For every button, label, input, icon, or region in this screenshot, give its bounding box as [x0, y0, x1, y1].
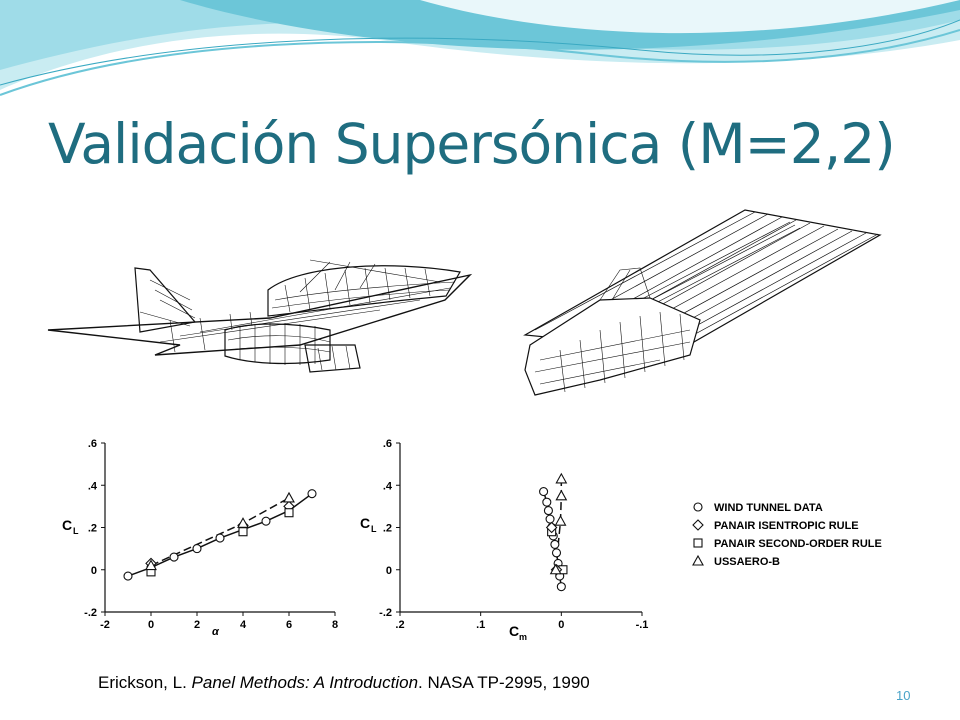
- x-tick-label: 0: [558, 619, 564, 631]
- x-tick-label: -2: [100, 619, 110, 631]
- data-point-circle: [169, 552, 179, 562]
- y-tick-label: 0: [91, 565, 97, 577]
- y-tick-label: .6: [88, 438, 97, 450]
- legend-marker-square: [693, 538, 703, 548]
- x-tick-label: 4: [240, 619, 247, 631]
- data-point-circle: [307, 489, 317, 499]
- data-point-triangle: [237, 517, 249, 528]
- data-point-circle: [215, 533, 225, 543]
- data-point-circle: [556, 582, 566, 592]
- x-tick-label: .1: [476, 619, 485, 631]
- data-point-circle: [543, 506, 553, 516]
- data-point-circle: [542, 497, 552, 507]
- chart1-xlabel: α: [212, 626, 220, 638]
- header-wave-banner: [0, 0, 960, 96]
- slide-title: Validación Supersónica (M=2,2): [48, 112, 896, 176]
- data-point-circle: [261, 516, 271, 526]
- legend-marker-circle: [693, 502, 703, 512]
- citation-work: Panel Methods: A Introduction: [191, 673, 419, 692]
- x-tick-label: 8: [332, 619, 338, 631]
- data-point-circle: [192, 544, 202, 554]
- y-tick-label: -.2: [84, 607, 97, 619]
- chart-cl-vs-alpha: -.2 0 .2 .4 .6 -2 0 2 4 6 8 C L α: [62, 438, 338, 638]
- data-point-triangle: [554, 515, 567, 526]
- data-point-circle: [539, 487, 549, 497]
- legend-label-panair-isentropic: PANAIR ISENTROPIC RULE: [714, 520, 859, 532]
- x-tick-label: 6: [286, 619, 292, 631]
- chart-legend: WIND TUNNEL DATA PANAIR ISENTROPIC RULE …: [692, 502, 882, 568]
- x-tick-label: .2: [395, 619, 404, 631]
- chart2-xlabel-sub: m: [519, 632, 527, 642]
- data-point-triangle: [145, 559, 157, 571]
- chart2-xlabel: C: [509, 623, 519, 639]
- legend-marker-triangle: [692, 554, 704, 566]
- aircraft-panel-mesh-side-view: [47, 259, 473, 373]
- y-tick-label: .2: [383, 523, 392, 535]
- data-point-triangle: [283, 491, 295, 503]
- data-point-triangle: [549, 563, 562, 575]
- data-point-diamond: [545, 521, 558, 534]
- x-tick-label: -.1: [636, 619, 649, 631]
- data-point-triangle: [555, 489, 568, 501]
- citation-rest: . NASA TP-2995, 1990: [418, 673, 590, 692]
- x-tick-label: 0: [148, 619, 154, 631]
- data-point-triangle: [555, 472, 568, 484]
- x-tick-label: 2: [194, 619, 200, 631]
- data-point-circle: [123, 571, 133, 581]
- legend-label-wind-tunnel: WIND TUNNEL DATA: [714, 502, 823, 514]
- data-point-circle: [551, 548, 562, 558]
- aircraft-panel-mesh-wake-view: [523, 209, 882, 396]
- y-tick-label: .6: [383, 438, 392, 450]
- chart1-ylabel-sub: L: [73, 526, 79, 536]
- y-tick-label: -.2: [379, 607, 392, 619]
- y-tick-label: .2: [88, 523, 97, 535]
- chart2-ylabel-sub: L: [371, 524, 377, 534]
- validation-figure: -.20.2.4.6-2 0 2 4 6 8 C L α -.20.2.4.6.2.1 0-…: [47, 209, 882, 642]
- y-tick-label: .4: [383, 480, 393, 492]
- data-point-circle: [545, 514, 555, 524]
- data-point-circle: [550, 539, 560, 549]
- citation-authors: Erickson, L.: [98, 673, 187, 692]
- chart-cl-vs-cm: -.2 0 .2 .4 .6 .2 .1 0 -.1 C L C m: [360, 438, 648, 642]
- data-point-square: [284, 508, 294, 518]
- chart1-ylabel: C: [62, 517, 72, 533]
- legend-label-ussaero-b: USSAERO-B: [714, 556, 780, 568]
- slide-number: 10: [896, 688, 911, 703]
- legend-marker-diamond: [692, 519, 704, 531]
- citation: Erickson, L. Panel Methods: A Introducti…: [98, 673, 590, 693]
- legend-label-panair-second-order: PANAIR SECOND-ORDER RULE: [714, 538, 882, 550]
- y-tick-label: .4: [88, 480, 98, 492]
- y-tick-label: 0: [386, 565, 392, 577]
- chart2-ylabel: C: [360, 515, 370, 531]
- data-point-square: [238, 527, 248, 537]
